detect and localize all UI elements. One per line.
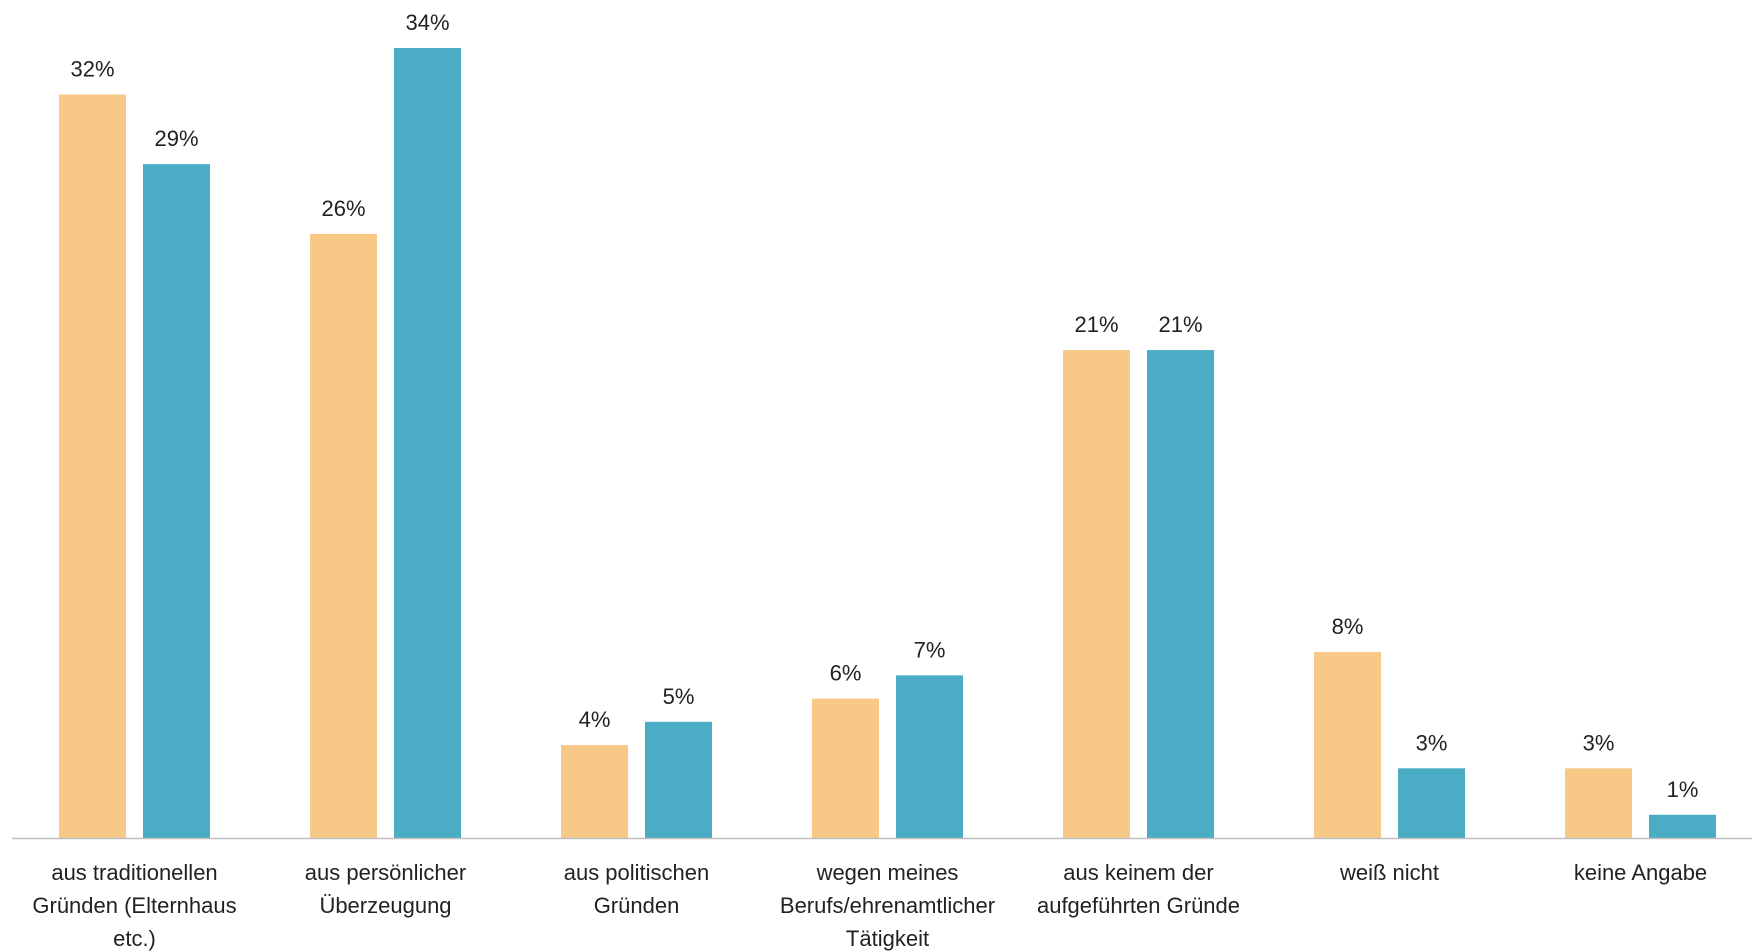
bar-series1-cat4 bbox=[812, 698, 879, 838]
category-label-line: aus politischen bbox=[564, 860, 710, 885]
data-label-series1-cat5: 21% bbox=[1074, 312, 1118, 337]
category-label-line: aus keinem der bbox=[1063, 860, 1213, 885]
category-label-2: aus persönlicher Überzeugung bbox=[305, 860, 466, 918]
category-label-line: etc.) bbox=[113, 926, 156, 951]
category-label-5: aus keinem der aufgeführten Gründe bbox=[1037, 860, 1240, 918]
category-label-line: wegen meines bbox=[816, 860, 959, 885]
category-label-1: aus traditionellen Gründen (Elternhaus etc… bbox=[32, 860, 236, 951]
bar-series1-cat6 bbox=[1314, 652, 1381, 838]
data-label-series2-cat7: 1% bbox=[1667, 777, 1699, 802]
bar-series1-cat7 bbox=[1565, 768, 1632, 838]
data-label-series2-cat1: 29% bbox=[154, 126, 198, 151]
category-label-line: Überzeugung bbox=[319, 893, 451, 918]
category-label-line: Gründen (Elternhaus bbox=[32, 893, 236, 918]
category-label-line: Tätigkeit bbox=[846, 926, 929, 951]
data-label-series1-cat4: 6% bbox=[830, 661, 862, 686]
data-label-series1-cat1: 32% bbox=[70, 56, 114, 81]
data-label-series1-cat7: 3% bbox=[1583, 730, 1615, 755]
bar-series1-cat2 bbox=[310, 233, 377, 839]
category-label-line: Gründen bbox=[594, 893, 680, 918]
category-label-line: aus persönlicher bbox=[305, 860, 466, 885]
bar-series2-cat2 bbox=[394, 48, 461, 838]
category-label-line: aus traditionellen bbox=[51, 860, 217, 885]
category-label-line: aufgeführten Gründe bbox=[1037, 893, 1240, 918]
category-label-3: aus politischen Gründen bbox=[564, 860, 710, 918]
bar-series1-cat3 bbox=[561, 745, 628, 838]
data-label-series2-cat5: 21% bbox=[1158, 312, 1202, 337]
data-label-series2-cat3: 5% bbox=[663, 684, 695, 709]
data-label-series2-cat2: 34% bbox=[405, 10, 449, 35]
data-label-series1-cat6: 8% bbox=[1332, 614, 1364, 639]
category-label-7: keine Angabe bbox=[1574, 860, 1707, 885]
category-label-line: Berufs/ehrenamtlicher bbox=[780, 893, 995, 918]
data-label-series1-cat3: 4% bbox=[579, 707, 611, 732]
bars-group bbox=[59, 48, 1716, 839]
data-label-series1-cat2: 26% bbox=[321, 196, 365, 221]
bar-series2-cat7 bbox=[1649, 814, 1716, 838]
bar-series1-cat5 bbox=[1063, 350, 1130, 838]
bar-series1-cat1 bbox=[59, 94, 126, 839]
bar-series2-cat4 bbox=[896, 675, 963, 838]
bar-series2-cat3 bbox=[645, 721, 712, 838]
bar-series2-cat6 bbox=[1398, 768, 1465, 838]
bar-series2-cat5 bbox=[1147, 350, 1214, 838]
category-label-line: keine Angabe bbox=[1574, 860, 1707, 885]
category-labels-group: aus traditionellen Gründen (Elternhaus etc… bbox=[32, 860, 1707, 951]
category-label-4: wegen meines Berufs/ehrenamtlicher Tätigke… bbox=[780, 860, 995, 951]
data-label-series2-cat4: 7% bbox=[914, 637, 946, 662]
data-labels-group: 32% 29% 26% 34% 4% 5% 6% 7% 21% 21% 8% 3% 3% 1% bbox=[70, 10, 1698, 802]
data-label-series2-cat6: 3% bbox=[1416, 730, 1448, 755]
bar-series2-cat1 bbox=[143, 164, 210, 839]
category-label-line: weiß nicht bbox=[1339, 860, 1439, 885]
category-label-6: weiß nicht bbox=[1339, 860, 1439, 885]
